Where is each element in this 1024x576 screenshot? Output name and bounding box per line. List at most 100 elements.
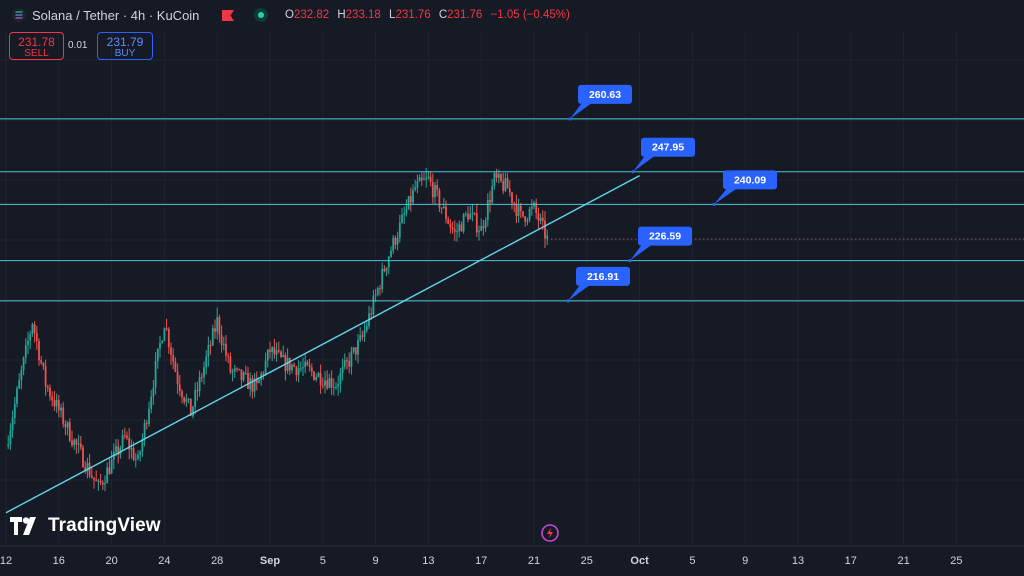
candle-body	[264, 360, 267, 374]
candle-body	[482, 226, 485, 229]
candle-body	[385, 267, 388, 272]
lightning-icon[interactable]	[541, 524, 559, 542]
candle-body	[75, 439, 78, 445]
candle-body	[222, 343, 225, 345]
candle-body	[284, 355, 287, 371]
level-callout-box[interactable]	[576, 266, 630, 286]
candle-body	[326, 380, 329, 389]
candle-body	[436, 185, 439, 191]
candle-body	[471, 212, 474, 214]
candle-body	[447, 219, 450, 224]
level-callout-box[interactable]	[723, 170, 777, 190]
candle-body	[62, 407, 65, 425]
candle-body	[192, 406, 194, 417]
market-status-icon[interactable]	[254, 8, 268, 22]
tradingview-logo[interactable]: TradingView	[10, 515, 161, 537]
level-callout-box[interactable]	[578, 84, 632, 104]
candle-body	[348, 360, 351, 367]
candle-body	[489, 200, 491, 203]
horizontal-levels[interactable]	[0, 118, 1024, 302]
candle-body	[495, 173, 498, 178]
candle-body	[159, 343, 161, 349]
candle-body	[324, 380, 326, 386]
level-callout-anchor	[568, 117, 572, 121]
candle-body	[273, 347, 276, 355]
level-callout-pointer	[568, 284, 590, 301]
candle-body	[141, 438, 144, 452]
candle-body	[321, 385, 324, 387]
time-axis-tick-label: 17	[475, 555, 487, 567]
candle-body	[434, 185, 436, 198]
candle-body	[293, 364, 296, 367]
candle-body	[176, 371, 179, 385]
level-callout-value: 226.59	[649, 231, 681, 243]
candle-body	[306, 361, 309, 366]
candle-body	[244, 372, 247, 374]
candle-body	[16, 388, 18, 404]
candle-body	[108, 467, 111, 474]
tradingview-logo-icon	[10, 517, 36, 535]
level-callout-anchor	[566, 299, 570, 303]
candle-body	[530, 206, 533, 210]
trendline[interactable]	[5, 175, 640, 514]
candle-body	[60, 407, 62, 411]
ohlc-low-key: L	[389, 9, 396, 21]
candle-body	[101, 482, 104, 485]
candle-body	[22, 357, 25, 371]
candle-body	[416, 181, 419, 188]
candle-body	[286, 357, 289, 371]
candle-body	[352, 347, 355, 352]
candle-body	[361, 335, 364, 337]
candle-body	[440, 207, 443, 209]
flag-icon[interactable]	[222, 10, 234, 21]
level-callout-pointer	[714, 188, 737, 205]
candle-body	[93, 477, 95, 480]
candle-body	[99, 480, 102, 483]
candle-body	[302, 367, 304, 369]
candle-body	[84, 467, 87, 472]
buy-label: BUY	[114, 48, 136, 59]
buy-button[interactable]: 231.79 BUY	[97, 32, 153, 60]
candle-body	[480, 226, 483, 231]
candle-body	[544, 220, 546, 239]
time-axis[interactable]: 12 16 20 24 28 Sep 5 9 13 17 21 25 Oct 5 9 13 17 21 25	[0, 545, 1024, 576]
candle-body	[240, 369, 243, 380]
candle-body	[97, 480, 100, 482]
candle-body	[205, 356, 208, 368]
candle-body	[515, 203, 518, 216]
candle-body	[178, 384, 181, 392]
chart-grid	[0, 30, 1024, 546]
candle-body	[497, 174, 500, 178]
level-callouts[interactable]: 260.63 247.95 240.09 226.59 216.91	[566, 84, 777, 303]
candle-body	[460, 224, 463, 232]
candle-body	[535, 202, 538, 214]
candle-body	[88, 462, 91, 476]
candle-body	[163, 328, 166, 342]
candle-body	[396, 237, 399, 245]
candle-body	[266, 349, 269, 361]
candle-body	[31, 324, 34, 334]
ohlc-high: 233.18	[345, 9, 381, 21]
candle-body	[473, 212, 476, 214]
level-callout-box[interactable]	[638, 226, 692, 246]
candle-body	[506, 178, 509, 189]
ohlc-open-key: O	[285, 9, 294, 21]
candle-body	[297, 368, 300, 376]
candle-body	[27, 340, 29, 346]
candle-body	[491, 186, 494, 203]
candle-body	[500, 174, 502, 182]
level-callout-box[interactable]	[641, 137, 695, 157]
candle-body	[216, 317, 219, 332]
candle-body	[511, 192, 513, 203]
symbol-title[interactable]: Solana / Tether · 4h · KuCoin	[32, 8, 200, 23]
candle-body	[317, 372, 320, 377]
candle-body	[449, 223, 452, 228]
time-axis-bg	[0, 546, 1024, 576]
candle-body	[227, 355, 230, 357]
sell-button[interactable]: 231.78 SELL	[9, 32, 64, 60]
candle-body	[357, 340, 359, 355]
candle-body	[9, 430, 12, 445]
watermark-text: TradingView	[48, 515, 161, 536]
candle-body	[66, 422, 69, 428]
